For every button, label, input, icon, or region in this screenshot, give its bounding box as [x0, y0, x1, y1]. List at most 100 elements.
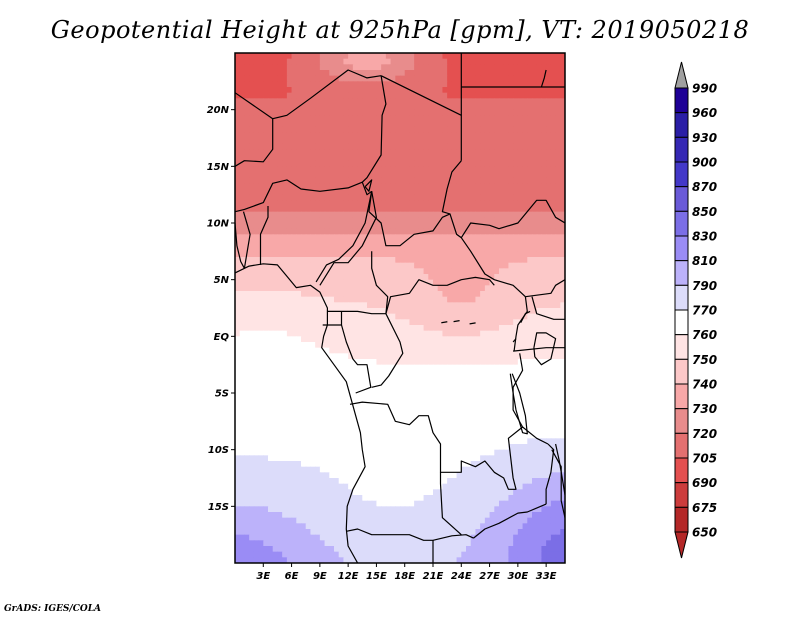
field-cell: [277, 302, 283, 309]
field-cell: [404, 353, 411, 360]
field-cell: [296, 313, 302, 320]
field-cell: [282, 393, 288, 400]
field-cell: [385, 330, 392, 337]
field-cell: [291, 330, 297, 337]
field-cell: [560, 427, 565, 434]
field-cell: [338, 109, 345, 116]
field-cell: [324, 172, 330, 179]
field-cell: [466, 262, 472, 269]
field-cell: [461, 217, 467, 224]
field-cell: [239, 364, 246, 371]
field-cell: [546, 234, 552, 241]
field-cell: [291, 155, 297, 162]
field-cell: [324, 438, 330, 445]
field-cell: [291, 172, 297, 179]
field-cell: [527, 268, 533, 275]
field-cell: [428, 342, 434, 349]
field-cell: [348, 449, 354, 456]
field-cell: [381, 98, 387, 105]
field-cell: [390, 217, 396, 224]
field-cell: [489, 200, 495, 207]
field-cell: [532, 234, 538, 241]
field-cell: [348, 279, 354, 286]
field-cell: [560, 325, 565, 332]
field-cell: [272, 194, 279, 201]
field-cell: [329, 121, 335, 128]
field-cell: [301, 64, 307, 71]
field-cell: [291, 194, 297, 201]
field-cell: [560, 87, 565, 94]
field-cell: [315, 211, 321, 218]
field-cell: [286, 427, 293, 434]
field-cell: [508, 268, 514, 275]
field-cell: [499, 251, 505, 258]
field-cell: [484, 410, 491, 417]
field-cell: [499, 427, 505, 434]
field-cell: [385, 53, 392, 60]
field-cell: [244, 155, 250, 162]
field-cell: [305, 189, 312, 196]
field-cell: [560, 291, 565, 298]
field-cell: [555, 364, 561, 371]
field-cell: [484, 308, 491, 315]
field-cell: [447, 194, 453, 201]
field-cell: [522, 53, 528, 60]
field-cell: [296, 172, 302, 179]
field-cell: [513, 160, 519, 167]
field-cell: [428, 291, 434, 298]
field-cell: [560, 194, 565, 201]
field-cell: [555, 291, 561, 298]
field-cell: [376, 393, 382, 400]
field-cell: [541, 177, 547, 184]
field-cell: [560, 381, 565, 388]
field-cell: [494, 342, 500, 349]
field-cell: [428, 438, 434, 445]
field-cell: [352, 143, 359, 150]
field-cell: [381, 92, 387, 99]
field-cell: [433, 415, 439, 422]
field-cell: [499, 268, 505, 275]
field-cell: [517, 98, 524, 105]
field-cell: [239, 421, 246, 428]
field-cell: [239, 359, 246, 366]
field-cell: [522, 98, 528, 105]
field-cell: [475, 393, 481, 400]
field-cell: [560, 370, 565, 377]
field-cell: [532, 98, 538, 105]
field-cell: [456, 319, 462, 326]
field-cell: [310, 183, 316, 190]
field-cell: [334, 302, 340, 309]
field-cell: [258, 223, 264, 230]
field-cell: [286, 449, 293, 456]
field-cell: [400, 302, 406, 309]
field-cell: [451, 234, 458, 241]
field-cell: [489, 109, 495, 116]
field-cell: [381, 370, 387, 377]
field-cell: [263, 132, 269, 139]
field-cell: [560, 262, 565, 269]
field-cell: [282, 104, 288, 111]
field-cell: [385, 376, 392, 383]
field-cell: [343, 455, 349, 462]
field-cell: [390, 228, 396, 235]
field-cell: [239, 291, 246, 298]
field-cell: [451, 115, 458, 122]
field-cell: [447, 285, 453, 292]
field-cell: [315, 404, 321, 411]
field-cell: [235, 291, 241, 298]
field-cell: [550, 381, 557, 388]
field-cell: [480, 381, 486, 388]
field-cell: [343, 53, 349, 60]
field-cell: [277, 319, 283, 326]
field-cell: [277, 228, 283, 235]
field-cell: [522, 126, 528, 133]
field-cell: [268, 347, 274, 354]
field-cell: [371, 336, 378, 343]
field-cell: [315, 143, 321, 150]
field-cell: [484, 109, 491, 116]
field-cell: [376, 149, 382, 156]
field-cell: [503, 126, 510, 133]
field-cell: [475, 245, 481, 252]
field-cell: [315, 410, 321, 417]
field-cell: [385, 449, 392, 456]
